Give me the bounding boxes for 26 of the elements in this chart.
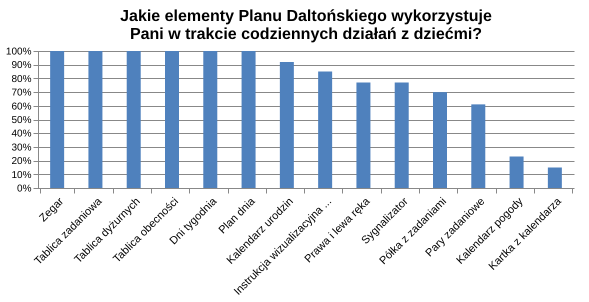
y-tick-label: 80% (11, 74, 32, 85)
y-tick-label: 40% (11, 128, 32, 140)
bar (50, 51, 64, 188)
y-tick-label: 50% (11, 115, 32, 126)
y-tick-label: 60% (11, 101, 32, 112)
bar (88, 51, 102, 188)
bar (394, 82, 409, 188)
bar (548, 167, 562, 188)
y-tick-label: 10% (11, 170, 32, 181)
bar (433, 92, 447, 188)
bar (280, 62, 294, 188)
y-tick-label: 70% (11, 88, 32, 99)
bar (242, 51, 256, 188)
y-tick-label: 90% (11, 60, 32, 72)
bar (318, 72, 332, 188)
chart-title: Jakie elementy Planu Daltońskiego wykorzystuje Pani w trakcie codziennych działań z dziećmi? (120, 8, 492, 43)
bar (165, 51, 179, 188)
bar (126, 51, 141, 188)
bar (203, 51, 218, 188)
y-tick-label: 0% (17, 184, 32, 194)
bar (356, 82, 370, 188)
y-tick-label: 30% (11, 142, 32, 154)
bar (471, 104, 486, 188)
y-tick-label: 100% (6, 46, 32, 58)
bar (510, 156, 524, 188)
y-tick-label: 20% (11, 156, 32, 168)
